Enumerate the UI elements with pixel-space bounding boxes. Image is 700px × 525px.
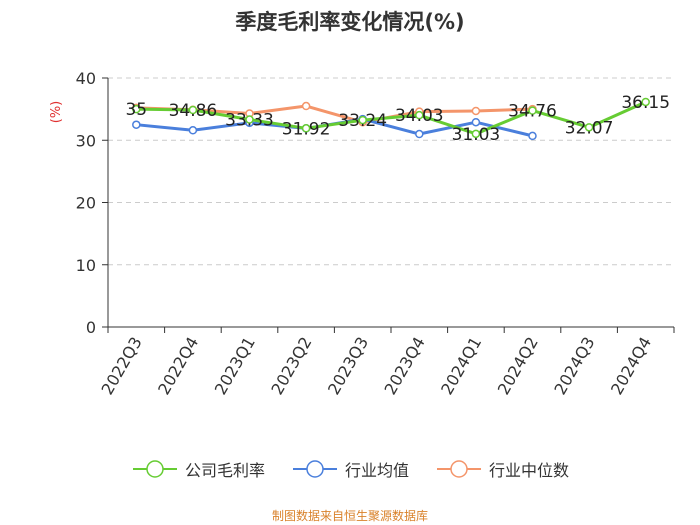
data-label: 33.24 [338,111,387,131]
x-tick-label: 2023Q3 [324,334,372,398]
data-point [415,129,424,139]
series-0 [132,97,650,139]
data-label: 34.86 [169,101,218,121]
y-tick-label: 10 [76,256,96,275]
data-label: 33.33 [225,111,274,131]
source-note: 制图数据来自恒生聚源数据库 [271,509,428,523]
data-point [188,126,198,135]
series-lines [132,97,650,141]
data-point [528,131,537,141]
data-label: 34.03 [395,106,444,126]
y-tick-label: 20 [76,194,96,213]
x-tick-label: 2024Q1 [437,334,485,398]
legend-label: 行业中位数 [489,461,570,480]
legend-swatch [437,460,481,478]
legend-item[interactable]: 行业均值 [291,457,409,481]
data-point [188,105,198,115]
x-tick-label: 2023Q2 [267,334,315,398]
x-tick-label: 2023Q4 [381,334,429,398]
y-tick-label: 30 [76,131,96,150]
data-point [358,115,367,125]
data-point [641,97,650,107]
legend-label: 公司毛利率 [184,461,265,480]
data-labels: 35 34.86 33.33 31.92 33.24 34.03 31.03 34.76 32.… [125,93,670,145]
legend-swatch [292,460,337,478]
data-point [415,110,424,120]
data-label: 31.92 [282,119,331,139]
y-axis-label: (%) [49,101,64,124]
legend-item[interactable]: 行业中位数 [435,457,569,481]
legend-label: 行业均值 [344,461,409,480]
data-point [471,117,481,127]
legend: 公司毛利率 行业均值 行业中位数 [0,452,700,486]
chart-title: 季度毛利率变化情况(%) [235,10,465,34]
x-tick-label: 2024Q4 [607,334,655,398]
data-point [301,124,311,133]
data-point [301,101,311,111]
y-tick-label: 40 [76,69,96,88]
data-point [528,106,537,115]
x-tick-label: 2024Q3 [550,334,598,398]
series-line [136,100,647,136]
data-label: 34.76 [508,102,557,122]
data-point [132,120,141,129]
legend-swatch [132,460,177,478]
x-tick-label: 2023Q1 [211,334,259,398]
data-point [471,129,481,139]
data-point [132,104,141,114]
x-tick-label: 2022Q4 [154,334,202,398]
data-label: 36.15 [621,93,670,113]
data-point [245,115,254,124]
gridlines [108,77,674,266]
data-label: 35 [125,100,147,120]
data-label: 32.07 [565,118,614,138]
data-label: 31.03 [452,125,501,145]
legend-item[interactable]: 公司毛利率 [131,457,265,481]
x-tick-label: 2022Q3 [98,334,146,398]
data-point [584,123,594,132]
y-tick-label: 0 [86,318,96,337]
x-tick-label: 2024Q2 [494,334,542,398]
data-point [471,106,481,116]
